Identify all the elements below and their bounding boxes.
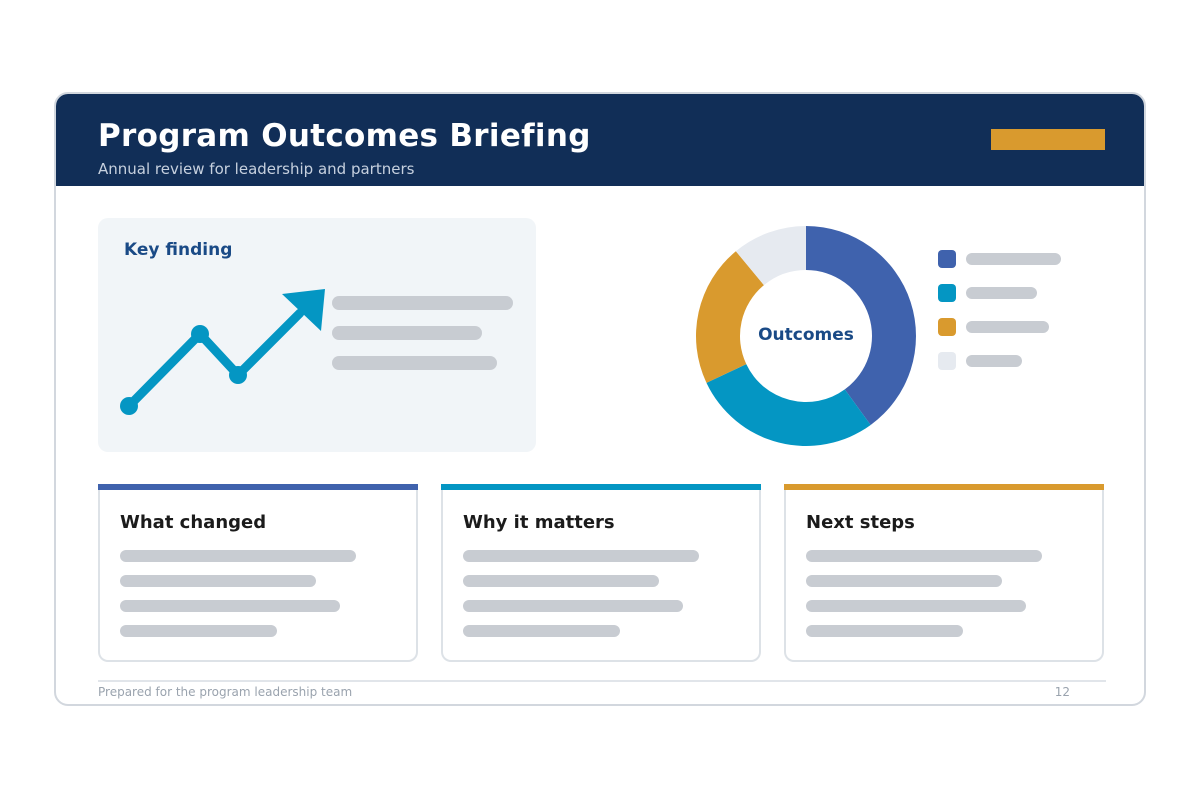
text-placeholder-line (806, 625, 963, 637)
legend-label-placeholder (966, 287, 1037, 299)
text-placeholder-line (120, 625, 277, 637)
legend-label-placeholder (966, 355, 1022, 367)
card-accent-bar (441, 484, 761, 490)
text-placeholder-line (120, 600, 340, 612)
slide-header: Program Outcomes Briefing Annual review … (56, 94, 1144, 186)
card-next-steps: Next steps (784, 484, 1104, 662)
briefing-slide: Program Outcomes Briefing Annual review … (54, 92, 1146, 706)
text-placeholder-line (120, 575, 316, 587)
key-finding-panel: Key finding (98, 218, 536, 452)
legend-label-placeholder (966, 253, 1061, 265)
text-placeholder-line (332, 326, 482, 340)
donut-segment-1 (706, 364, 871, 446)
text-placeholder-line (463, 550, 699, 562)
donut-segment-3 (735, 226, 806, 286)
donut-center-label: Outcomes (758, 325, 854, 345)
legend-swatch (938, 318, 956, 336)
card-accent-bar (98, 484, 418, 490)
trend-point (229, 366, 247, 384)
text-placeholder-line (332, 296, 513, 310)
donut-segment-2 (696, 251, 764, 383)
text-placeholder-line (806, 600, 1026, 612)
slide-subtitle: Annual review for leadership and partner… (98, 160, 415, 178)
text-placeholder-line (332, 356, 497, 370)
legend-swatch (938, 250, 956, 268)
donut-segment-0 (806, 226, 916, 425)
legend-label-placeholder (966, 321, 1049, 333)
footer-text: Prepared for the program leadership team (98, 685, 353, 699)
slide-title: Program Outcomes Briefing (98, 118, 591, 154)
text-placeholder-line (463, 600, 683, 612)
text-placeholder-line (463, 575, 659, 587)
footer-divider (98, 680, 1106, 682)
legend-swatch (938, 284, 956, 302)
page-number: 12 (1054, 685, 1070, 699)
text-placeholder-line (463, 625, 620, 637)
text-placeholder-line (806, 575, 1002, 587)
card-what-changed: What changed (98, 484, 418, 662)
outcomes-donut-chart (696, 226, 916, 446)
trend-line (124, 308, 305, 411)
card-title: What changed (120, 512, 267, 533)
legend-swatch (938, 352, 956, 370)
card-accent-bar (784, 484, 1104, 490)
text-placeholder-line (806, 550, 1042, 562)
trend-up-arrow-icon (120, 289, 325, 415)
trend-arrowhead (282, 289, 325, 331)
card-title: Next steps (806, 512, 915, 533)
trend-point (191, 325, 209, 343)
key-finding-title: Key finding (124, 240, 233, 260)
header-accent-bar (991, 129, 1105, 150)
card-why-it-matters: Why it matters (441, 484, 761, 662)
text-placeholder-line (120, 550, 356, 562)
trend-point (120, 397, 138, 415)
card-title: Why it matters (463, 512, 615, 533)
